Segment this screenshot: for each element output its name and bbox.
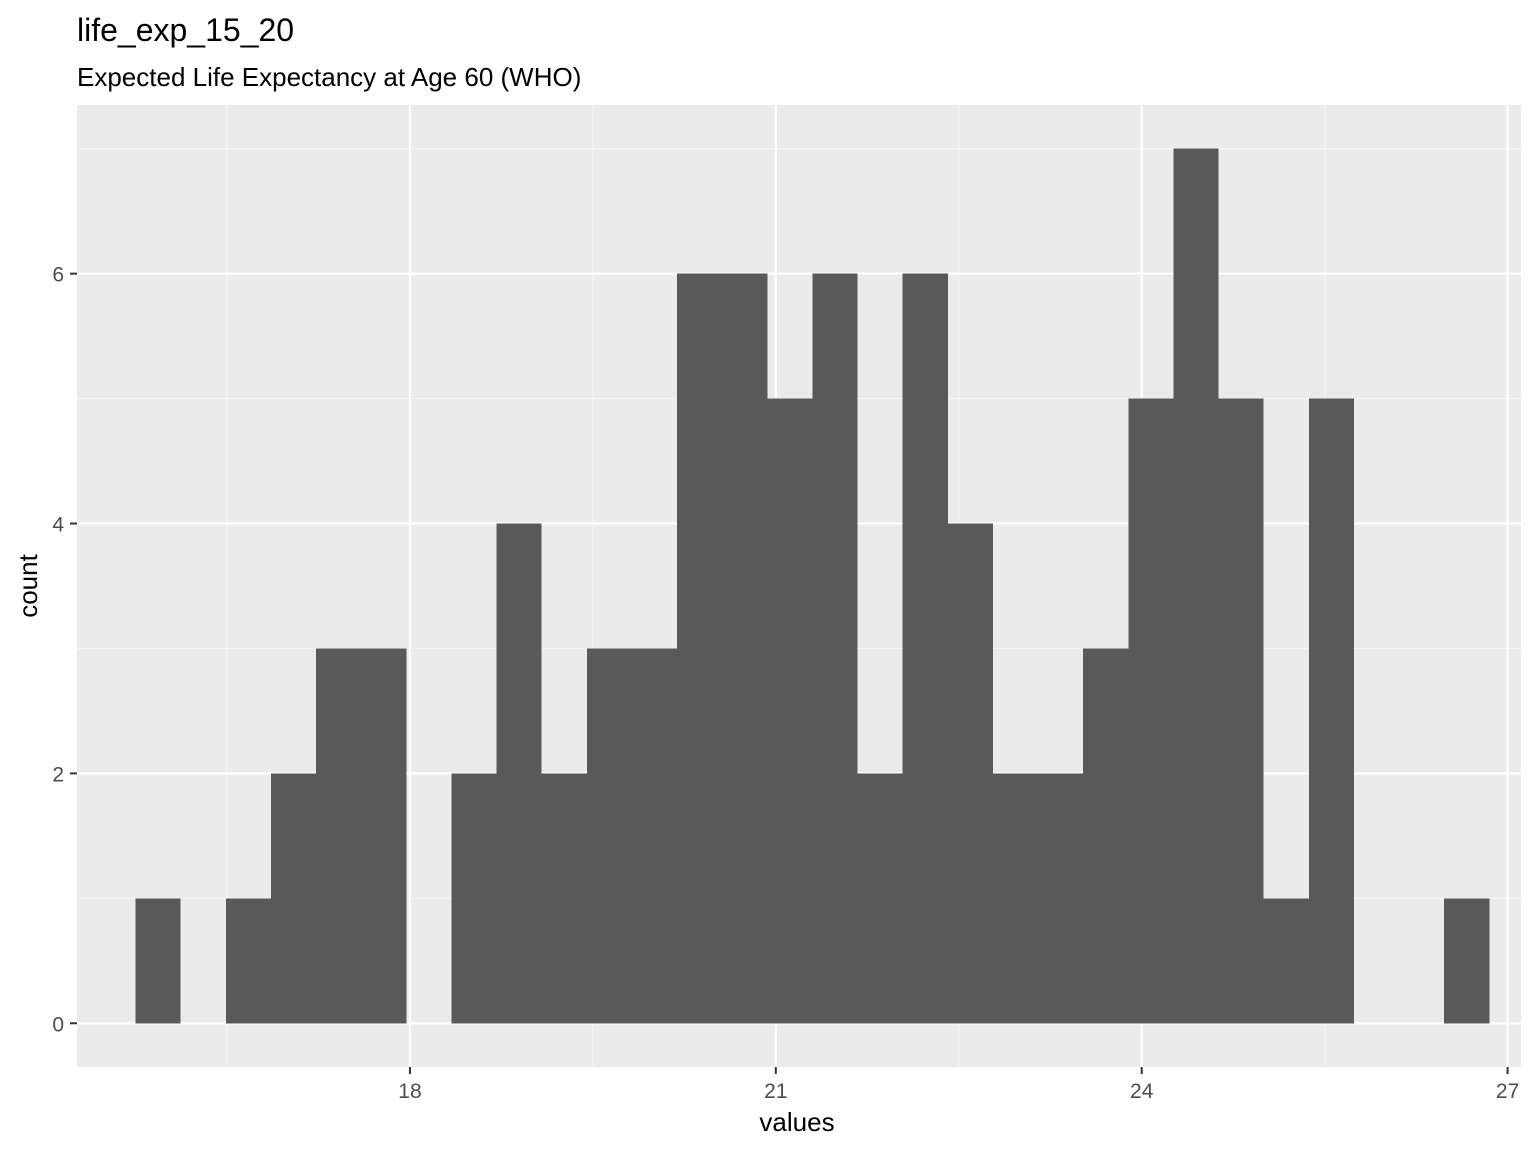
histogram-bar	[857, 773, 903, 1024]
histogram-bar	[767, 398, 813, 1024]
histogram-bars	[135, 148, 1490, 1024]
histogram-bar	[722, 273, 768, 1024]
histogram-bar	[1308, 398, 1354, 1024]
histogram-bar	[541, 773, 587, 1024]
y-tick-label: 6	[52, 264, 64, 287]
histogram-bar	[902, 273, 948, 1024]
y-tick-label: 2	[52, 763, 64, 786]
histogram-bar	[1218, 398, 1264, 1024]
histogram-bar	[1444, 898, 1490, 1024]
histogram-bar	[1128, 398, 1174, 1024]
chart-title: life_exp_15_20	[77, 12, 294, 48]
y-axis: 0 2 4 6	[52, 264, 77, 1036]
histogram-bar	[361, 648, 407, 1024]
y-axis-title: count	[13, 553, 43, 617]
histogram-bar	[270, 773, 317, 1024]
x-tick-label: 18	[398, 1080, 421, 1103]
x-axis-title: values	[759, 1107, 834, 1137]
x-tick-label: 27	[1496, 1080, 1519, 1103]
histogram-bar	[677, 273, 723, 1024]
x-axis: 18 21 24 27	[398, 1067, 1519, 1103]
histogram-bar	[1083, 648, 1129, 1024]
chart-subtitle: Expected Life Expectancy at Age 60 (WHO)	[77, 62, 581, 92]
histogram-bar	[586, 648, 632, 1024]
x-tick-label: 24	[1130, 1080, 1154, 1103]
histogram-bar	[135, 898, 181, 1024]
histogram-bar	[451, 773, 497, 1024]
histogram-bar	[225, 898, 271, 1024]
histogram-bar	[316, 648, 362, 1024]
histogram-bar	[992, 773, 1039, 1024]
histogram-bar	[812, 273, 858, 1024]
x-tick-label: 21	[764, 1080, 787, 1103]
histogram-bar	[1038, 773, 1084, 1024]
histogram-bar	[1173, 148, 1219, 1024]
histogram-bar	[631, 648, 678, 1024]
histogram-bar	[1263, 898, 1309, 1024]
y-tick-label: 4	[52, 514, 64, 537]
y-tick-label: 0	[52, 1013, 64, 1036]
histogram-bar	[496, 523, 542, 1024]
histogram-bar	[947, 523, 993, 1024]
